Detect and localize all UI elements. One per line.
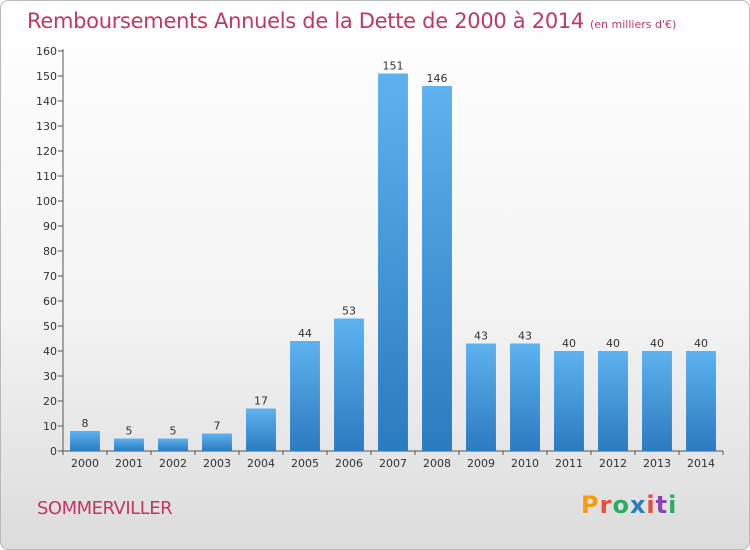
logo-letter: t: [655, 491, 669, 519]
data-label-2002: 5: [170, 425, 177, 438]
x-tick-label-2001: 2001: [115, 457, 143, 470]
data-label-2009: 43: [474, 330, 488, 343]
data-label-2008: 146: [427, 72, 448, 85]
x-tick-label-2013: 2013: [643, 457, 671, 470]
bar-2012: [598, 351, 628, 451]
y-tick-label: 90: [43, 220, 57, 233]
data-label-2012: 40: [606, 337, 620, 350]
data-label-2007: 151: [383, 60, 404, 73]
bar-2003: [202, 433, 232, 451]
y-tick-label: 100: [36, 195, 57, 208]
logo-letter: o: [612, 491, 630, 519]
x-tick-label-2010: 2010: [511, 457, 539, 470]
y-tick-label: 150: [36, 70, 57, 83]
x-tick-label-2011: 2011: [555, 457, 583, 470]
logo-letter: r: [599, 491, 613, 519]
bar-2014: [686, 351, 716, 451]
x-tick-label-2002: 2002: [159, 457, 187, 470]
x-tick-label-2008: 2008: [423, 457, 451, 470]
y-tick-label: 20: [43, 395, 57, 408]
data-label-2014: 40: [694, 337, 708, 350]
data-label-2003: 7: [214, 420, 221, 433]
value-labels: 8 5 5 7 17 44 53 151 146 43 43 40 40 40 40: [82, 60, 709, 438]
y-tick-label: 120: [36, 145, 57, 158]
logo-letter: i: [668, 491, 678, 519]
y-tick-label: 0: [50, 445, 57, 458]
data-label-2001: 5: [126, 425, 133, 438]
x-tick-label-2014: 2014: [687, 457, 715, 470]
data-label-2000: 8: [82, 417, 89, 430]
logo-letter: i: [646, 491, 656, 519]
x-tick-label-2005: 2005: [291, 457, 319, 470]
x-tick-labels: 2000 2001 2002 2003 2004 2005 2006 2007 2008 2009…: [71, 457, 715, 470]
y-tick-label: 70: [43, 270, 57, 283]
y-tick-label: 50: [43, 320, 57, 333]
x-tick-label-2004: 2004: [247, 457, 275, 470]
y-tick-label: 130: [36, 120, 57, 133]
chart-title-text: Remboursements Annuels de la Dette de 20…: [27, 9, 584, 33]
y-tick-label: 40: [43, 345, 57, 358]
x-tick-label-2000: 2000: [71, 457, 99, 470]
bar-2010: [510, 343, 540, 451]
chart-title: Remboursements Annuels de la Dette de 20…: [27, 9, 676, 33]
bar-2004: [246, 408, 276, 451]
data-label-2013: 40: [650, 337, 664, 350]
chart-unit: (en milliers d'€): [590, 18, 677, 31]
y-tick-label: 160: [36, 45, 57, 58]
x-tick-label-2009: 2009: [467, 457, 495, 470]
y-tick-label: 60: [43, 295, 57, 308]
data-label-2005: 44: [298, 327, 312, 340]
bar-2013: [642, 351, 672, 451]
y-tick-label: 80: [43, 245, 57, 258]
x-tick-label-2003: 2003: [203, 457, 231, 470]
bar-2005: [290, 341, 320, 451]
data-label-2006: 53: [342, 305, 356, 318]
data-label-2010: 43: [518, 330, 532, 343]
bar-2011: [554, 351, 584, 451]
bar-2001: [114, 438, 144, 451]
commune-name: SOMMERVILLER: [37, 498, 173, 519]
x-tick-label-2007: 2007: [379, 457, 407, 470]
bar-2007: [378, 73, 408, 451]
y-tick-label: 110: [36, 170, 57, 183]
bar-2000: [70, 431, 100, 451]
bar-2009: [466, 343, 496, 451]
y-tick-label: 140: [36, 95, 57, 108]
y-tick-labels: 0 10 20 30 40 50 60 70 80 90 100 110 120 130 140 150 160: [36, 45, 57, 458]
logo-letter: x: [629, 491, 647, 519]
x-tick-label-2012: 2012: [599, 457, 627, 470]
bar-2006: [334, 318, 364, 451]
logo-letter: P: [581, 491, 600, 519]
proxiti-logo: Proxiti: [581, 491, 677, 519]
y-tick-label: 30: [43, 370, 57, 383]
bar-2008: [422, 86, 452, 451]
x-tick-label-2006: 2006: [335, 457, 363, 470]
bars: [70, 73, 716, 451]
bar-2002: [158, 438, 188, 451]
y-tick-label: 10: [43, 420, 57, 433]
data-label-2011: 40: [562, 337, 576, 350]
data-label-2004: 17: [254, 395, 268, 408]
